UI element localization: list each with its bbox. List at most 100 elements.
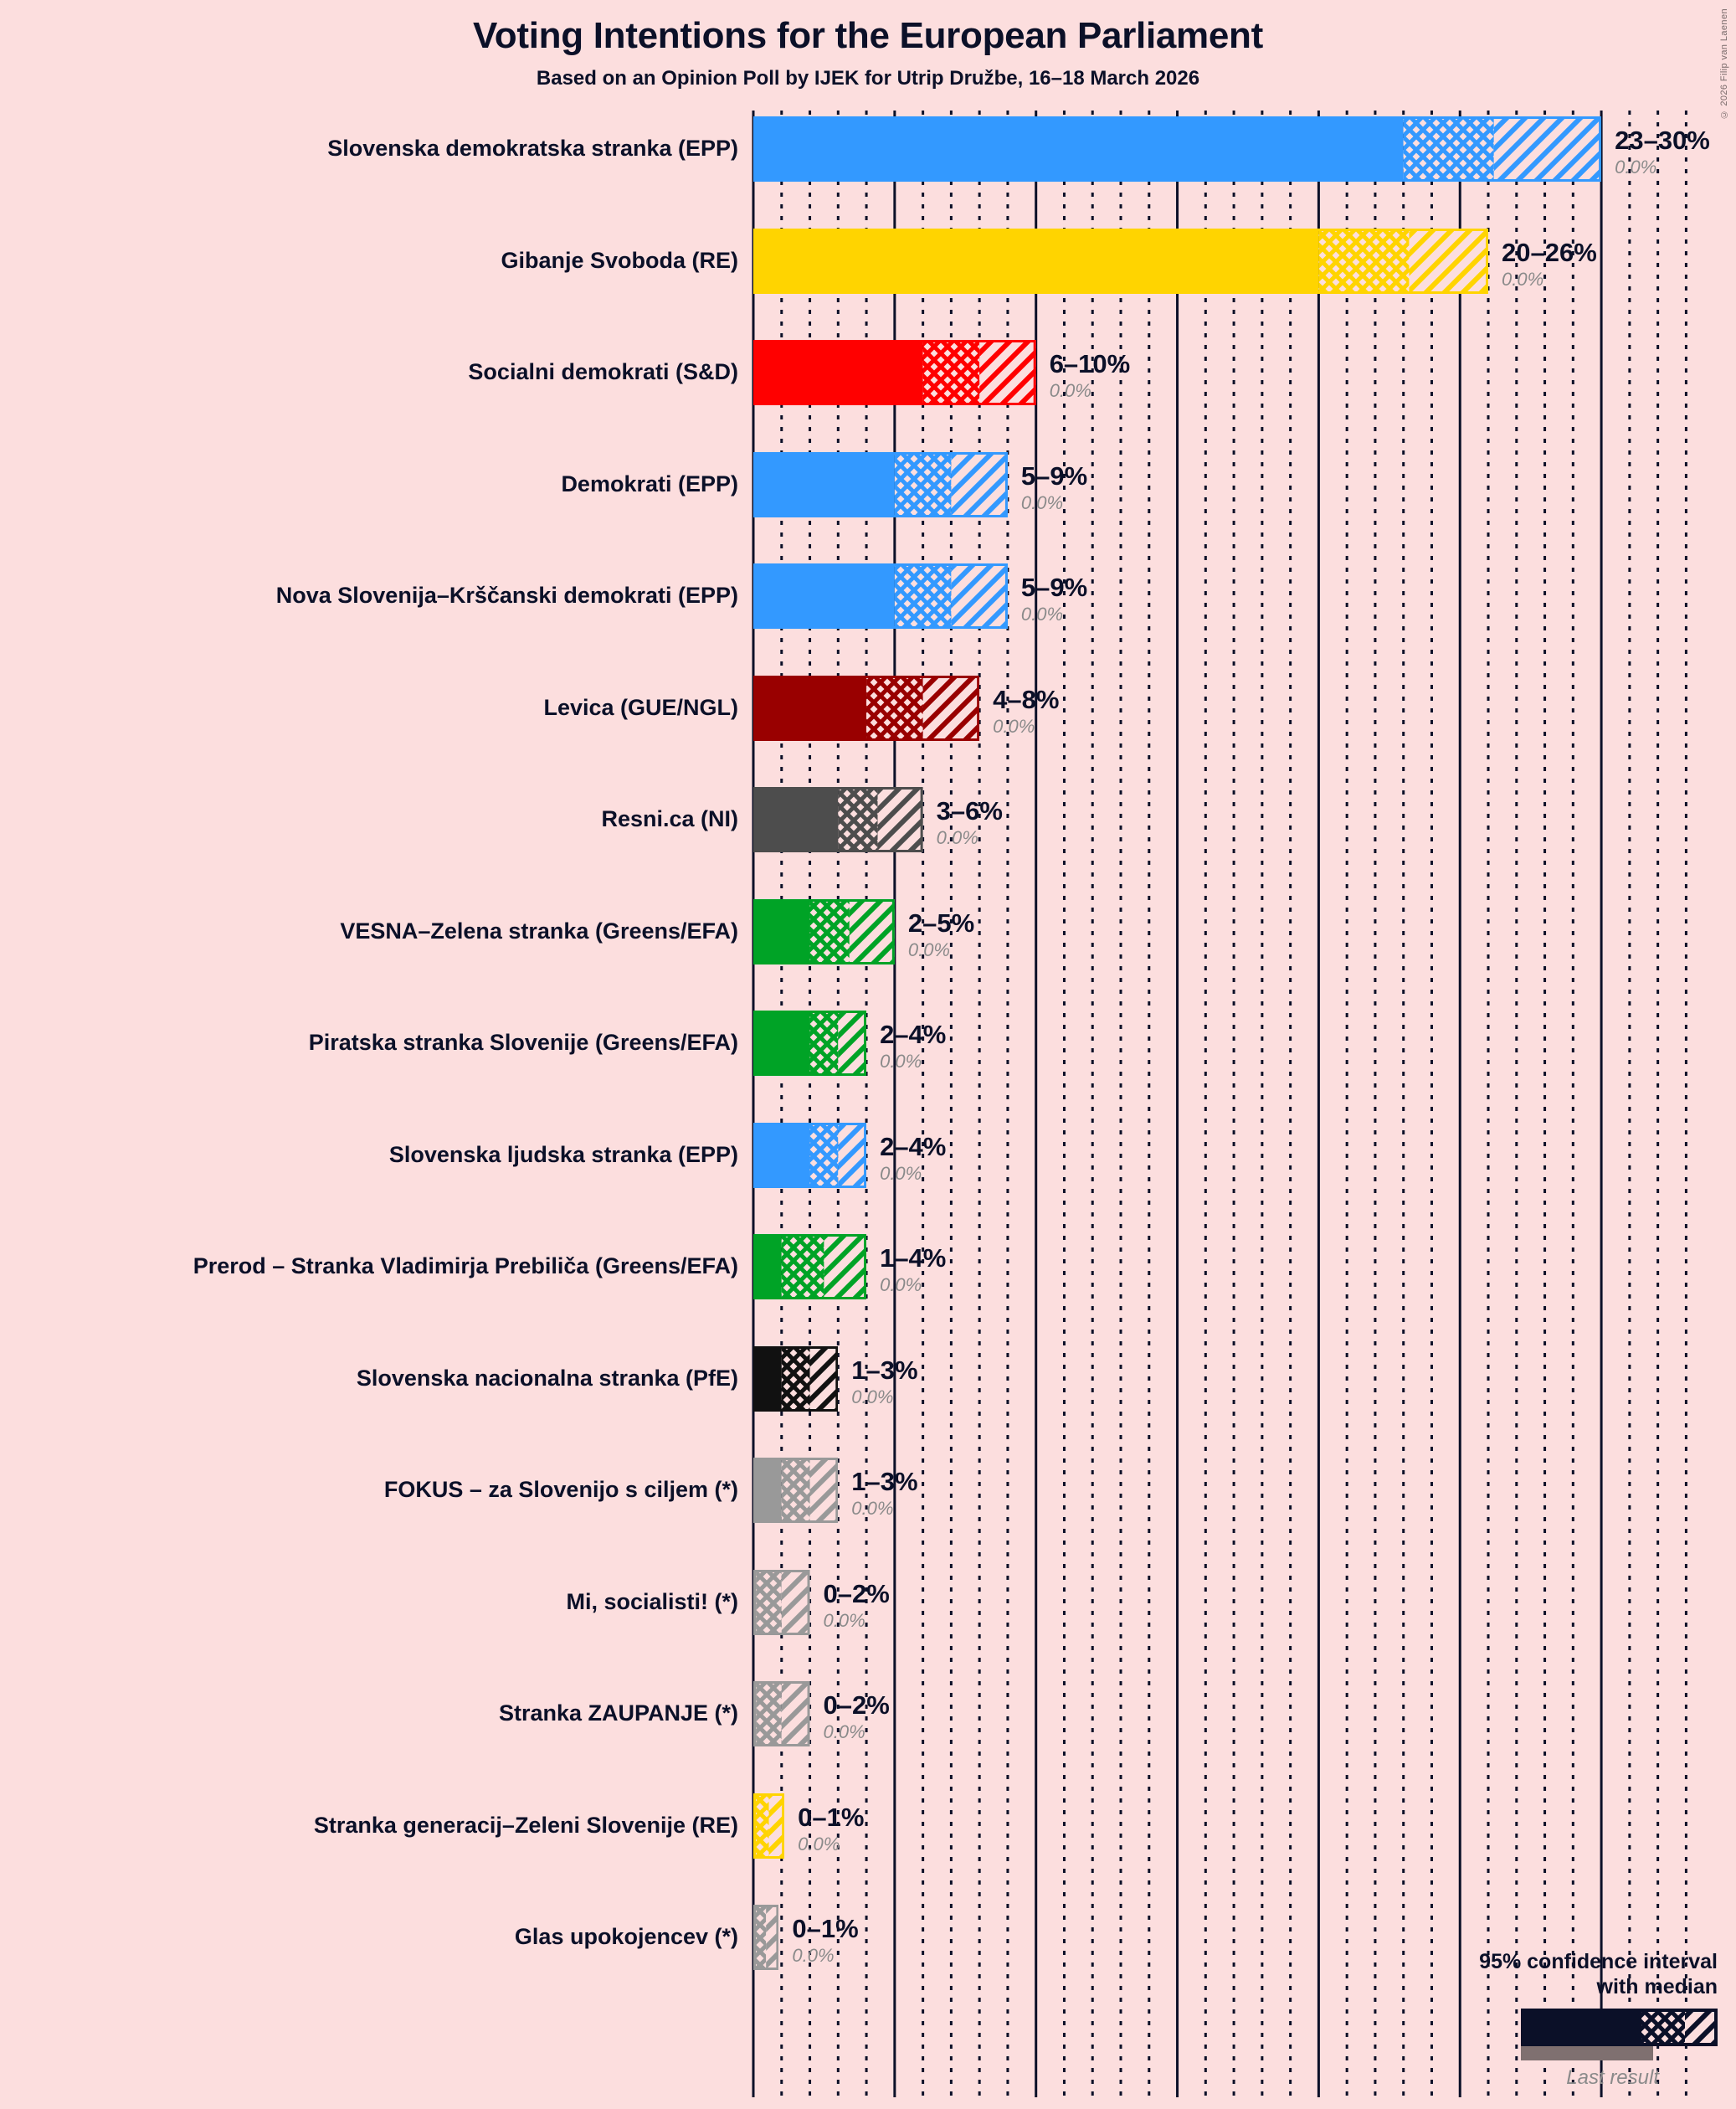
last-result-value: 0.0% [798, 1833, 840, 1854]
last-result-value: 0.0% [823, 1609, 865, 1631]
party-label: Stranka generacij–Zeleni Slovenije (RE) [313, 1812, 738, 1838]
bar-row: Mi, socialisti! (*) 0–2% 0.0% [0, 1569, 1736, 1635]
last-result-value: 0.0% [880, 1274, 922, 1295]
chart-header: Voting Intentions for the European Parli… [0, 0, 1736, 90]
bar-row: Slovenska ljudska stranka (EPP) 2–4% 0.0% [0, 1122, 1736, 1188]
party-label: Mi, socialisti! (*) [566, 1588, 738, 1614]
value-labels: 5–9% 0.0% [1021, 463, 1087, 512]
bar-row: Slovenska nacionalna stranka (PfE) 1–3% 0.… [0, 1345, 1736, 1412]
value-labels: 20–26% 0.0% [1502, 239, 1597, 289]
value-labels: 5–9% 0.0% [1021, 574, 1087, 624]
legend-caption-line-1: 95% confidence interval [1479, 1950, 1718, 1973]
confidence-interval-value: 2–5% [907, 908, 975, 938]
last-result-value: 0.0% [907, 939, 950, 960]
value-labels: 3–6% 0.0% [937, 798, 1003, 847]
party-label: Slovenska nacionalna stranka (PfE) [356, 1365, 738, 1391]
chart-subtitle: Based on an Opinion Poll by IJEK for Utr… [536, 67, 1200, 90]
confidence-interval-bar [753, 1122, 867, 1188]
page-title: Voting Intentions for the European Parli… [473, 15, 1263, 56]
confidence-interval-value: 2–4% [880, 1131, 947, 1161]
confidence-interval-value: 5–9% [1020, 460, 1088, 491]
last-result-value: 0.0% [936, 827, 978, 848]
last-result-value: 0.0% [851, 1386, 894, 1407]
legend-interval-swatch [1521, 2009, 1718, 2046]
value-labels: 0–2% 0.0% [824, 1692, 890, 1741]
bar-row: Prerod – Stranka Vladimirja Prebiliča (G… [0, 1234, 1736, 1299]
confidence-interval-bar [753, 1793, 785, 1859]
value-labels: 2–5% 0.0% [908, 910, 974, 959]
last-result-value: 0.0% [993, 715, 1035, 737]
value-labels: 23–30% 0.0% [1615, 127, 1710, 177]
value-labels: 6–10% 0.0% [1050, 351, 1131, 400]
confidence-interval-value: 1–4% [880, 1243, 947, 1273]
value-labels: 4–8% 0.0% [993, 687, 1059, 736]
party-label: VESNA–Zelena stranka (Greens/EFA) [340, 918, 738, 944]
bar-row: Glas upokojencev (*) 0–1% 0.0% [0, 1905, 1736, 1970]
confidence-interval-value: 0–1% [792, 1914, 859, 1943]
confidence-interval-value: 5–9% [1020, 573, 1088, 602]
bar-row: Demokrati (EPP) 5–9% 0.0% [0, 451, 1736, 517]
last-result-value: 0.0% [1020, 491, 1064, 513]
value-labels: 1–4% 0.0% [880, 1245, 946, 1294]
confidence-interval-bar [753, 228, 1489, 294]
value-labels: 2–4% 0.0% [880, 1134, 946, 1183]
legend-caption: 95% confidence interval with median [1441, 1950, 1718, 1999]
party-label: Nova Slovenija–Krščanski demokrati (EPP) [275, 583, 738, 608]
party-label: FOKUS – za Slovenijo s ciljem (*) [383, 1477, 738, 1502]
last-result-value: 0.0% [1615, 157, 1657, 177]
party-label: Prerod – Stranka Vladimirja Prebiliča (G… [193, 1253, 738, 1278]
last-result-value: 0.0% [1020, 604, 1064, 625]
value-labels: 0–1% 0.0% [792, 1916, 858, 1965]
party-label: Demokrati (EPP) [561, 471, 738, 496]
bar-row: Slovenska demokratska stranka (EPP) 23–30… [0, 116, 1736, 182]
legend-last-result-swatch [1521, 2046, 1653, 2060]
bar-row: Piratska stranka Slovenije (Greens/EFA) 2… [0, 1011, 1736, 1076]
confidence-interval-value: 3–6% [936, 796, 1003, 826]
confidence-interval-bar [753, 1011, 867, 1076]
confidence-interval-value: 6–10% [1049, 349, 1131, 378]
confidence-interval-bar [753, 675, 980, 741]
confidence-interval-bar [753, 451, 1008, 517]
last-result-value: 0.0% [851, 1498, 894, 1519]
value-labels: 1–3% 0.0% [851, 1357, 917, 1407]
last-result-value: 0.0% [823, 1721, 865, 1742]
confidence-interval-bar [753, 563, 1008, 629]
value-labels: 0–1% 0.0% [798, 1804, 864, 1854]
confidence-interval-value: 1–3% [851, 1355, 918, 1385]
legend-caption-line-2: with median [1596, 1974, 1718, 1998]
confidence-interval-bar [753, 1681, 810, 1746]
bar-row: Resni.ca (NI) 3–6% 0.0% [0, 787, 1736, 852]
confidence-interval-bar [753, 1345, 839, 1412]
confidence-interval-bar [753, 1905, 779, 1970]
confidence-interval-bar [753, 898, 895, 964]
confidence-interval-value: 1–3% [851, 1467, 918, 1496]
value-labels: 2–4% 0.0% [880, 1021, 946, 1071]
confidence-interval-bar [753, 340, 1036, 405]
confidence-interval-bar [753, 1234, 867, 1299]
last-result-value: 0.0% [880, 1051, 922, 1072]
party-label: Glas upokojencev (*) [514, 1924, 738, 1949]
bar-row: FOKUS – za Slovenijo s ciljem (*) 1–3% 0.0… [0, 1458, 1736, 1523]
confidence-interval-value: 0–1% [798, 1802, 865, 1832]
bar-row: VESNA–Zelena stranka (Greens/EFA) 2–5% 0.0… [0, 898, 1736, 964]
confidence-interval-value: 23–30% [1615, 126, 1710, 155]
party-label: Stranka ZAUPANJE (*) [498, 1700, 738, 1726]
confidence-interval-value: 4–8% [993, 684, 1060, 714]
last-result-value: 0.0% [792, 1945, 835, 1966]
last-result-value: 0.0% [1049, 380, 1091, 401]
confidence-interval-bar [753, 787, 923, 852]
bar-row: Gibanje Svoboda (RE) 20–26% 0.0% [0, 228, 1736, 294]
confidence-interval-value: 0–2% [823, 1690, 890, 1720]
party-label: Gibanje Svoboda (RE) [501, 247, 738, 273]
legend-last-result-label: Last result [1566, 2066, 1659, 2089]
confidence-interval-value: 2–4% [880, 1020, 947, 1049]
bar-row: Nova Slovenija–Krščanski demokrati (EPP)… [0, 563, 1736, 629]
party-label: Slovenska ljudska stranka (EPP) [388, 1141, 738, 1167]
party-label: Piratska stranka Slovenije (Greens/EFA) [308, 1030, 738, 1055]
last-result-value: 0.0% [1502, 268, 1544, 290]
last-result-value: 0.0% [880, 1162, 922, 1184]
confidence-interval-bar [753, 1569, 810, 1635]
bar-row: Levica (GUE/NGL) 4–8% 0.0% [0, 675, 1736, 741]
bar-row: Socialni demokrati (S&D) 6–10% 0.0% [0, 340, 1736, 405]
